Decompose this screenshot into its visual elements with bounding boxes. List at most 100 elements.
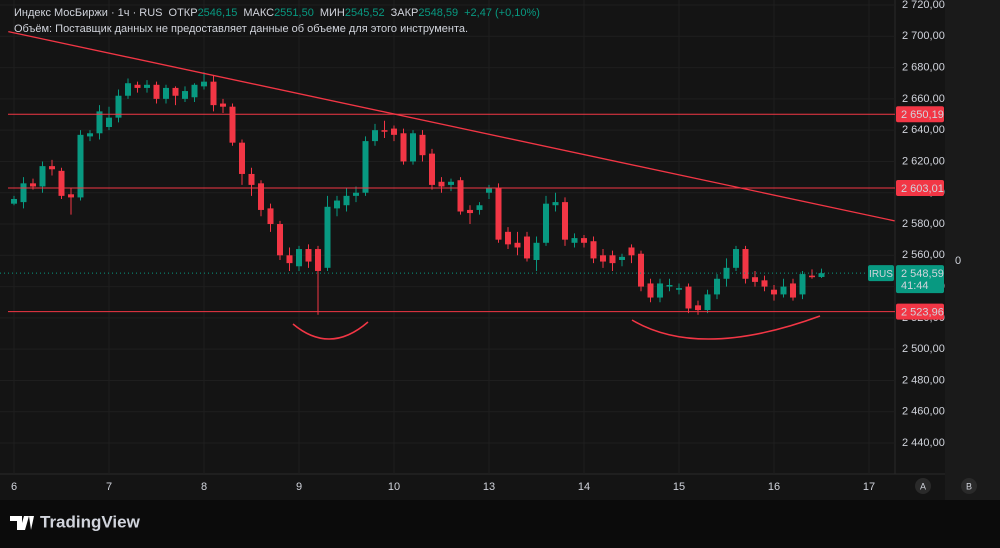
- label: ОТКР: [169, 7, 198, 19]
- candle-body: [619, 256, 625, 260]
- button[interactable]: [961, 478, 977, 494]
- candle-body: [600, 255, 606, 262]
- candle-body: [296, 249, 302, 267]
- side-label: 0: [955, 255, 961, 267]
- change: +2,47 (+0,10%): [464, 7, 540, 19]
- candle-body: [144, 84, 150, 88]
- candle-body: [647, 283, 654, 298]
- candle-body: [77, 134, 84, 198]
- candle-body: [457, 180, 464, 212]
- label: ЗАКР: [391, 7, 419, 19]
- x-tick-label: 7: [106, 481, 112, 493]
- candle-body: [324, 206, 331, 268]
- candle-body: [571, 238, 578, 243]
- candle-body: [790, 283, 796, 298]
- candle-body: [277, 224, 283, 256]
- candle-body: [685, 286, 692, 309]
- y-tick-label: 2 460,00: [902, 406, 945, 418]
- candle-body: [780, 286, 787, 295]
- candle-body: [723, 267, 730, 279]
- candle-body: [381, 130, 388, 132]
- candle-body: [742, 249, 749, 279]
- value: 2548,59: [418, 7, 458, 19]
- candle-body: [353, 192, 359, 196]
- candle-body: [58, 170, 65, 196]
- countdown: 41:44: [901, 280, 929, 292]
- candle-body: [818, 273, 825, 277]
- y-tick-label: 2 720,00: [902, 0, 945, 11]
- candle-body: [39, 166, 46, 187]
- y-tick-label: 2 660,00: [902, 93, 945, 105]
- candle-body: [182, 91, 188, 99]
- candle-body: [163, 87, 169, 99]
- button[interactable]: [915, 478, 931, 494]
- candle-body: [125, 83, 131, 96]
- y-tick-label: 2 580,00: [902, 218, 945, 230]
- candle-body: [315, 249, 321, 271]
- candle-body: [666, 285, 673, 287]
- y-tick-label: 2 640,00: [902, 124, 945, 136]
- candle-body: [486, 188, 492, 193]
- candle-body: [210, 81, 217, 106]
- candle-body: [258, 183, 264, 210]
- header-line: Индекс МосБиржи · 1ч · RUS ОТКР2546,15 МАК…: [14, 7, 540, 19]
- price-label-bg: [896, 180, 944, 197]
- candle-body: [609, 255, 616, 264]
- candle-body: [543, 203, 549, 243]
- candle-body: [229, 106, 236, 143]
- chart-bg: [0, 0, 1000, 500]
- drawing: [292, 321, 369, 340]
- candle-body: [505, 231, 511, 245]
- price-label: 2 603,01: [901, 183, 944, 195]
- candle-body: [562, 202, 568, 240]
- candle-body: [514, 242, 521, 248]
- candle-body: [410, 133, 416, 162]
- candle-body: [533, 242, 540, 260]
- brand: TradingView: [40, 512, 141, 531]
- candle-body: [695, 305, 701, 311]
- candle-body: [372, 130, 378, 142]
- y-tick-label: 2 700,00: [902, 30, 945, 42]
- x-tick-label: 13: [483, 481, 495, 493]
- x-tick-label: 15: [673, 481, 685, 493]
- button-label[interactable]: A: [920, 481, 926, 491]
- candle-body: [638, 253, 644, 287]
- price-label-bg: [896, 106, 944, 123]
- candle-body: [11, 198, 17, 204]
- candle-body: [191, 84, 198, 98]
- candle-body: [714, 278, 720, 295]
- trend-line: [8, 30, 895, 222]
- button-label[interactable]: B: [966, 481, 972, 491]
- candle-body: [220, 103, 226, 107]
- header: Индекс МосБиржи · 1ч · RUS ОТКР2546,15 МАК…: [14, 7, 540, 35]
- value: 2545,52: [345, 7, 385, 19]
- candle-body: [657, 283, 663, 298]
- candle-body: [153, 84, 160, 99]
- candle-body: [771, 289, 777, 295]
- candle-body: [676, 288, 682, 290]
- candle-body: [286, 255, 293, 264]
- candle-body: [172, 87, 179, 96]
- symbol: IRUS: [869, 269, 893, 280]
- candle-body: [467, 209, 473, 214]
- price-label-bg: [896, 303, 944, 320]
- value: 2551,50: [274, 7, 314, 19]
- candle-body: [419, 134, 426, 156]
- y-tick-label: 2 680,00: [902, 61, 945, 73]
- symbol-bg: [868, 265, 894, 282]
- plot: 2 720,00 2 700,00 2 680,00 2 660,00 2 640,00…: [0, 0, 945, 493]
- x-tick-label: 14: [578, 481, 590, 493]
- logo: [10, 516, 34, 530]
- candle-body: [87, 133, 93, 137]
- y-tick-label: 2 620,00: [902, 155, 945, 167]
- candle-body: [267, 208, 274, 225]
- candle-body: [20, 183, 27, 203]
- title: Индекс МосБиржи · 1ч · RUS: [14, 7, 163, 19]
- price-label: 2 523,96: [901, 307, 944, 319]
- x-tick-label: 8: [201, 481, 207, 493]
- candle-body: [733, 249, 739, 268]
- candle-body: [809, 275, 815, 278]
- candle-body: [524, 236, 530, 259]
- candle-body: [96, 111, 103, 134]
